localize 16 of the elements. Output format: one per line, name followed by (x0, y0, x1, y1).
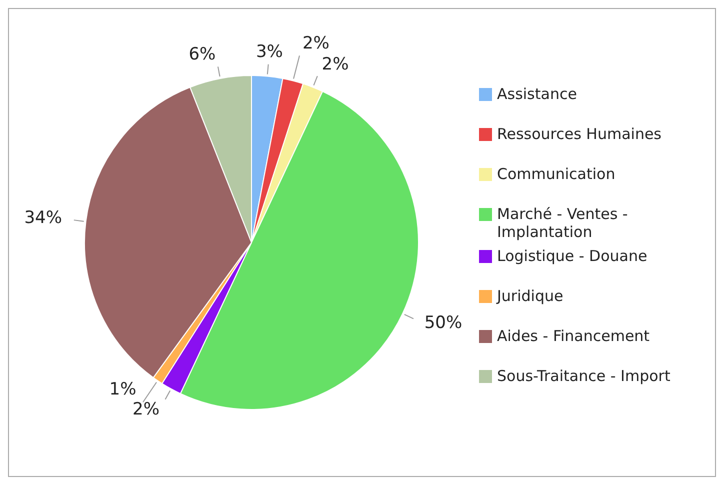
data-label: 2% (322, 54, 349, 74)
data-label: 1% (109, 379, 136, 400)
legend-label: Logistique - Douane (497, 246, 648, 264)
legend-label: Assistance (497, 84, 578, 102)
data-label: 34% (24, 208, 62, 228)
legend-label: Marché - Ventes - Implantation (497, 204, 629, 240)
legend-label: Sous-Traitance - Import (497, 366, 672, 384)
data-label: 3% (256, 42, 283, 62)
legend-label: Communication (497, 164, 616, 182)
legend-label: Juridique (497, 286, 564, 304)
data-label: 50% (424, 313, 462, 334)
data-label: 6% (188, 44, 216, 64)
data-label: 2% (132, 399, 160, 420)
data-label: 2% (302, 33, 330, 54)
legend-label: Ressources Humaines (497, 124, 662, 142)
legend-label: Aides - Financement (497, 326, 651, 344)
